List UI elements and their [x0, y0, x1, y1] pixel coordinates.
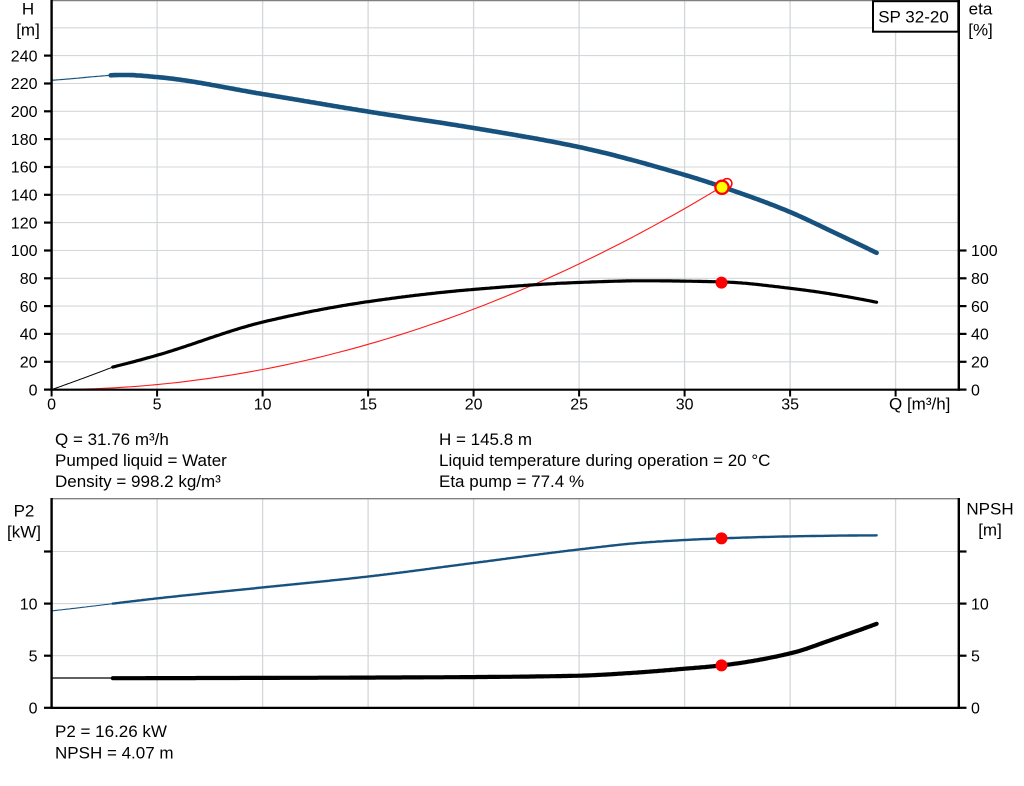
svg-text:NPSH: NPSH	[966, 500, 1013, 519]
svg-text:120: 120	[11, 215, 38, 232]
svg-text:0: 0	[971, 382, 980, 399]
svg-text:Q [m³/h]: Q [m³/h]	[889, 394, 950, 413]
svg-text:25: 25	[570, 396, 588, 413]
svg-text:140: 140	[11, 188, 38, 205]
svg-text:20: 20	[465, 396, 483, 413]
svg-text:P2: P2	[14, 502, 35, 521]
svg-text:240: 240	[11, 48, 38, 65]
svg-text:5: 5	[153, 396, 162, 413]
svg-text:10: 10	[254, 396, 272, 413]
svg-text:80: 80	[20, 271, 38, 288]
svg-text:5: 5	[29, 648, 38, 665]
svg-text:5: 5	[971, 648, 980, 665]
svg-text:20: 20	[971, 355, 989, 372]
svg-text:Pumped liquid = Water: Pumped liquid = Water	[55, 451, 227, 470]
svg-text:20: 20	[20, 355, 38, 372]
svg-text:40: 40	[20, 327, 38, 344]
svg-text:Q = 31.76 m³/h: Q = 31.76 m³/h	[55, 430, 169, 449]
svg-text:Eta pump = 77.4 %: Eta pump = 77.4 %	[439, 472, 584, 491]
svg-text:30: 30	[676, 396, 694, 413]
svg-text:[m]: [m]	[16, 21, 40, 40]
svg-text:0: 0	[29, 382, 38, 399]
svg-text:100: 100	[971, 243, 998, 260]
svg-text:[%]: [%]	[968, 21, 993, 40]
svg-text:100: 100	[11, 243, 38, 260]
svg-text:H: H	[22, 0, 34, 19]
svg-text:10: 10	[971, 596, 989, 613]
svg-text:80: 80	[971, 271, 989, 288]
svg-text:220: 220	[11, 76, 38, 93]
svg-text:40: 40	[971, 327, 989, 344]
svg-text:SP 32-20: SP 32-20	[878, 8, 949, 27]
svg-text:10: 10	[20, 596, 38, 613]
svg-text:60: 60	[971, 299, 989, 316]
svg-text:200: 200	[11, 104, 38, 121]
svg-text:H = 145.8 m: H = 145.8 m	[439, 430, 532, 449]
svg-text:Liquid temperature during oper: Liquid temperature during operation = 20…	[439, 451, 770, 470]
svg-text:180: 180	[11, 132, 38, 149]
svg-text:0: 0	[47, 396, 56, 413]
svg-text:35: 35	[781, 396, 799, 413]
svg-text:15: 15	[359, 396, 377, 413]
svg-text:0: 0	[29, 701, 38, 718]
svg-text:Density = 998.2 kg/m³: Density = 998.2 kg/m³	[55, 472, 221, 491]
svg-text:[m]: [m]	[978, 521, 1002, 540]
svg-text:P2 = 16.26 kW: P2 = 16.26 kW	[55, 722, 167, 741]
svg-text:60: 60	[20, 299, 38, 316]
svg-text:eta: eta	[969, 0, 993, 19]
svg-text:160: 160	[11, 160, 38, 177]
svg-text:[kW]: [kW]	[7, 523, 41, 542]
svg-text:0: 0	[971, 701, 980, 718]
svg-text:NPSH = 4.07 m: NPSH = 4.07 m	[55, 744, 174, 763]
